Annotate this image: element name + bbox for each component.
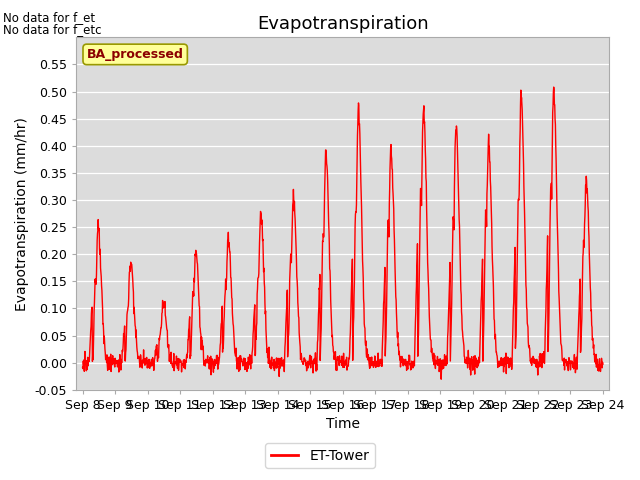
Text: No data for f_et: No data for f_et: [3, 11, 95, 24]
Y-axis label: Evapotranspiration (mm/hr): Evapotranspiration (mm/hr): [15, 117, 29, 311]
Legend: ET-Tower: ET-Tower: [265, 443, 375, 468]
Text: No data for f_etc: No data for f_etc: [3, 23, 102, 36]
Title: Evapotranspiration: Evapotranspiration: [257, 15, 429, 33]
Text: BA_processed: BA_processed: [87, 48, 184, 61]
X-axis label: Time: Time: [326, 418, 360, 432]
